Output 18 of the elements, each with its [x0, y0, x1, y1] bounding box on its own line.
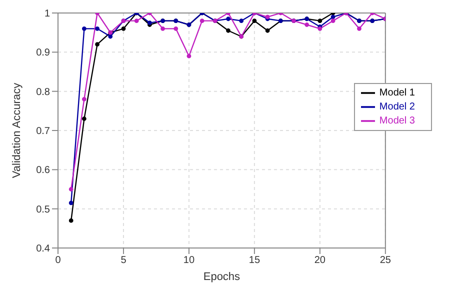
- x-tick-label: 15: [248, 255, 260, 266]
- legend-label: Model 2: [379, 102, 415, 113]
- x-tick-label: 5: [120, 255, 127, 266]
- y-tick-label: 0.4: [36, 244, 50, 255]
- y-tick-label: 0.5: [36, 204, 50, 216]
- y-tick-label: 0.7: [36, 126, 50, 138]
- y-tick-label: 0.8: [36, 86, 50, 98]
- y-tick-label: 0.9: [36, 48, 50, 59]
- x-tick-label: 25: [380, 255, 392, 266]
- x-tick-label: 20: [314, 255, 326, 266]
- x-axis-title: Epochs: [203, 271, 241, 283]
- x-tick-label: 10: [183, 255, 195, 266]
- legend-label: Model 3: [379, 116, 415, 127]
- y-tick-label: 0.6: [36, 165, 50, 176]
- x-tick-label: 0: [55, 255, 62, 266]
- legend-label: Model 1: [379, 88, 415, 99]
- y-axis-title: Validation Accuracy: [10, 82, 23, 178]
- y-tick-label: 1: [44, 8, 50, 20]
